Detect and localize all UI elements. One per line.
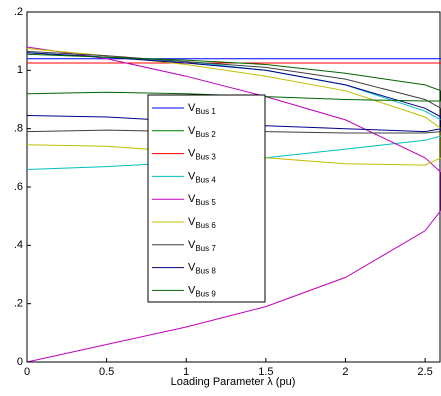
y-tick-label: 0 [17, 356, 23, 368]
legend-name: Bus 6 [195, 221, 216, 230]
legend-name: Bus 8 [195, 267, 216, 276]
x-tick-label: 0.5 [99, 366, 114, 378]
legend-label: VBus 4 [188, 170, 216, 184]
legend-name: Bus 2 [195, 130, 216, 139]
y-tick-label: .6 [14, 181, 23, 193]
legend-name: Bus 1 [195, 107, 216, 116]
series-line [27, 53, 441, 102]
y-tick-label: 1 [17, 64, 23, 76]
series-line [27, 46, 441, 362]
y-tick-label: .2 [14, 298, 23, 310]
legend-label: VBus 6 [188, 216, 216, 230]
x-axis-label: Loading Parameter λ (pu) [171, 376, 296, 388]
legend-name: Bus 3 [195, 153, 216, 162]
legend-symbol: V [188, 170, 196, 182]
legend-symbol: V [188, 125, 196, 137]
x-tick-label: 2 [342, 366, 348, 378]
legend-label: VBus 3 [188, 148, 216, 162]
x-tick-label: 1.5 [258, 366, 273, 378]
legend-symbol: V [188, 148, 196, 160]
legend-label: VBus 9 [188, 284, 216, 298]
y-tick-label: .4 [14, 239, 23, 251]
y-tick-label: .8 [14, 123, 23, 135]
legend-name: Bus 4 [195, 176, 216, 185]
legend-symbol: V [188, 262, 196, 274]
legend-label: VBus 1 [188, 102, 216, 116]
x-tick-label: 1 [183, 366, 189, 378]
legend-name: Bus 7 [195, 244, 216, 253]
legend-symbol: V [188, 284, 196, 296]
x-tick-label: 0 [24, 366, 30, 378]
x-tick-label: 2.5 [417, 366, 432, 378]
legend-label: VBus 8 [188, 262, 216, 276]
legend-label: VBus 2 [188, 125, 216, 139]
legend-symbol: V [188, 102, 196, 114]
legend-name: Bus 5 [195, 198, 216, 207]
legend-label: VBus 5 [188, 193, 216, 207]
legend-name: Bus 9 [195, 290, 216, 299]
y-tick-label: .2 [14, 6, 23, 18]
legend-symbol: V [188, 216, 196, 228]
legend-symbol: V [188, 239, 196, 251]
legend-label: VBus 7 [188, 239, 216, 253]
legend-symbol: V [188, 193, 196, 205]
